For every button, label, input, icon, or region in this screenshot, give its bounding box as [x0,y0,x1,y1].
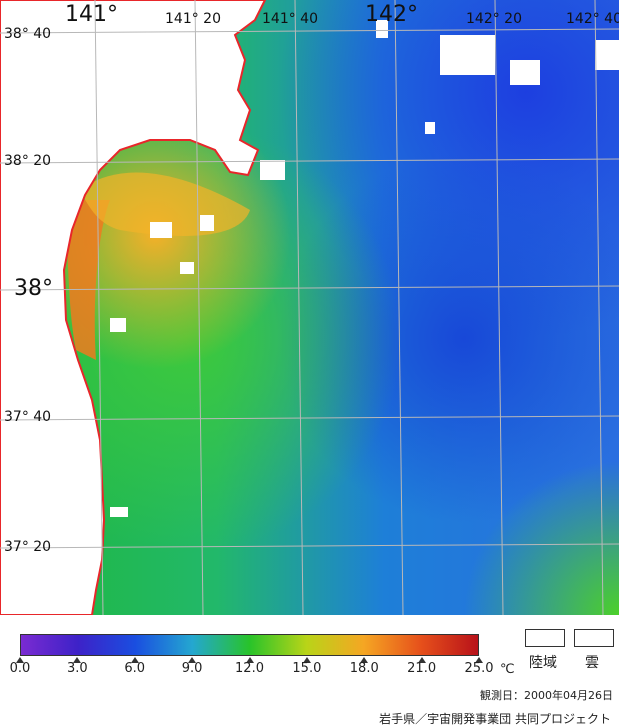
colorbar-tick [417,657,426,663]
land-key-label: 陸域 [529,655,557,671]
longitude-label: 141° [65,2,118,27]
colorbar-tick-label: 25.0 [464,661,494,676]
cloud-patches [110,20,619,517]
observation-date: 観測日：2000年04月26日 [480,689,613,702]
latitude-label: 38° 20 [4,153,52,169]
parallel-line [0,415,619,421]
colorbar-tick [360,657,369,663]
longitude-label: 141° 40 [262,11,318,27]
longitude-label: 142° 40 [566,11,619,27]
longitude-label: 142° [365,2,418,27]
parallel-line [0,543,619,549]
colorbar-tick [302,657,311,663]
parallel-line [0,28,619,34]
colorbar-tick [475,657,483,663]
credit-line: 岩手県／宇宙開発事業団 共同プロジェクト [379,712,611,726]
colorbar-tick-label: 9.0 [181,661,203,676]
latitude-label: 37° 20 [4,539,52,555]
latitude-label: 38° 40 [4,26,52,42]
land-area [0,0,267,615]
colorbar-tick [245,657,254,663]
legend: 0.0 3.0 6.0 9.0 12.0 15.0 18.0 21.0 25.0 ℃ 陸域 雲 … [0,615,619,726]
longitude-label: 142° 20 [466,11,522,27]
colorbar-tick-label: 12.0 [235,661,264,676]
meridian-line [394,0,404,615]
colorbar-tick-label: 15.0 [292,661,322,676]
map-canvas [0,0,619,615]
latitude-label: 38° [14,276,53,301]
colorbar-tick [188,657,197,663]
colorbar-tick [16,657,24,663]
latitude-label: 37° 40 [4,409,52,425]
colorbar-tick [73,657,82,663]
colorbar-tick-label: 6.0 [124,661,146,676]
colorbar-tick-label: 0.0 [9,661,31,676]
colorbar-tick [130,657,139,663]
cloud-key-label: 雲 [585,655,599,671]
meridian-line [294,0,304,615]
temperature-colorbar[interactable] [20,634,479,656]
unit-label: ℃ [500,662,515,677]
cloud-key-swatch [574,629,614,647]
meridian-line [494,0,504,615]
longitude-label: 141° 20 [165,11,221,27]
meridian-line [94,0,104,615]
parallel-line [0,285,619,291]
colorbar-tick-label: 18.0 [349,661,379,676]
meridian-line [194,0,204,615]
land-key-swatch [525,629,565,647]
graticule [0,0,619,615]
parallel-line [0,158,619,164]
colorbar-tick-label: 21.0 [407,661,437,676]
meridian-line [594,0,604,615]
sea-surface-temperature-map[interactable]: 141° 141° 20 141° 40 142° 142° 20 142° 40 38°… [0,0,619,615]
colorbar-tick-label: 3.0 [67,661,88,676]
